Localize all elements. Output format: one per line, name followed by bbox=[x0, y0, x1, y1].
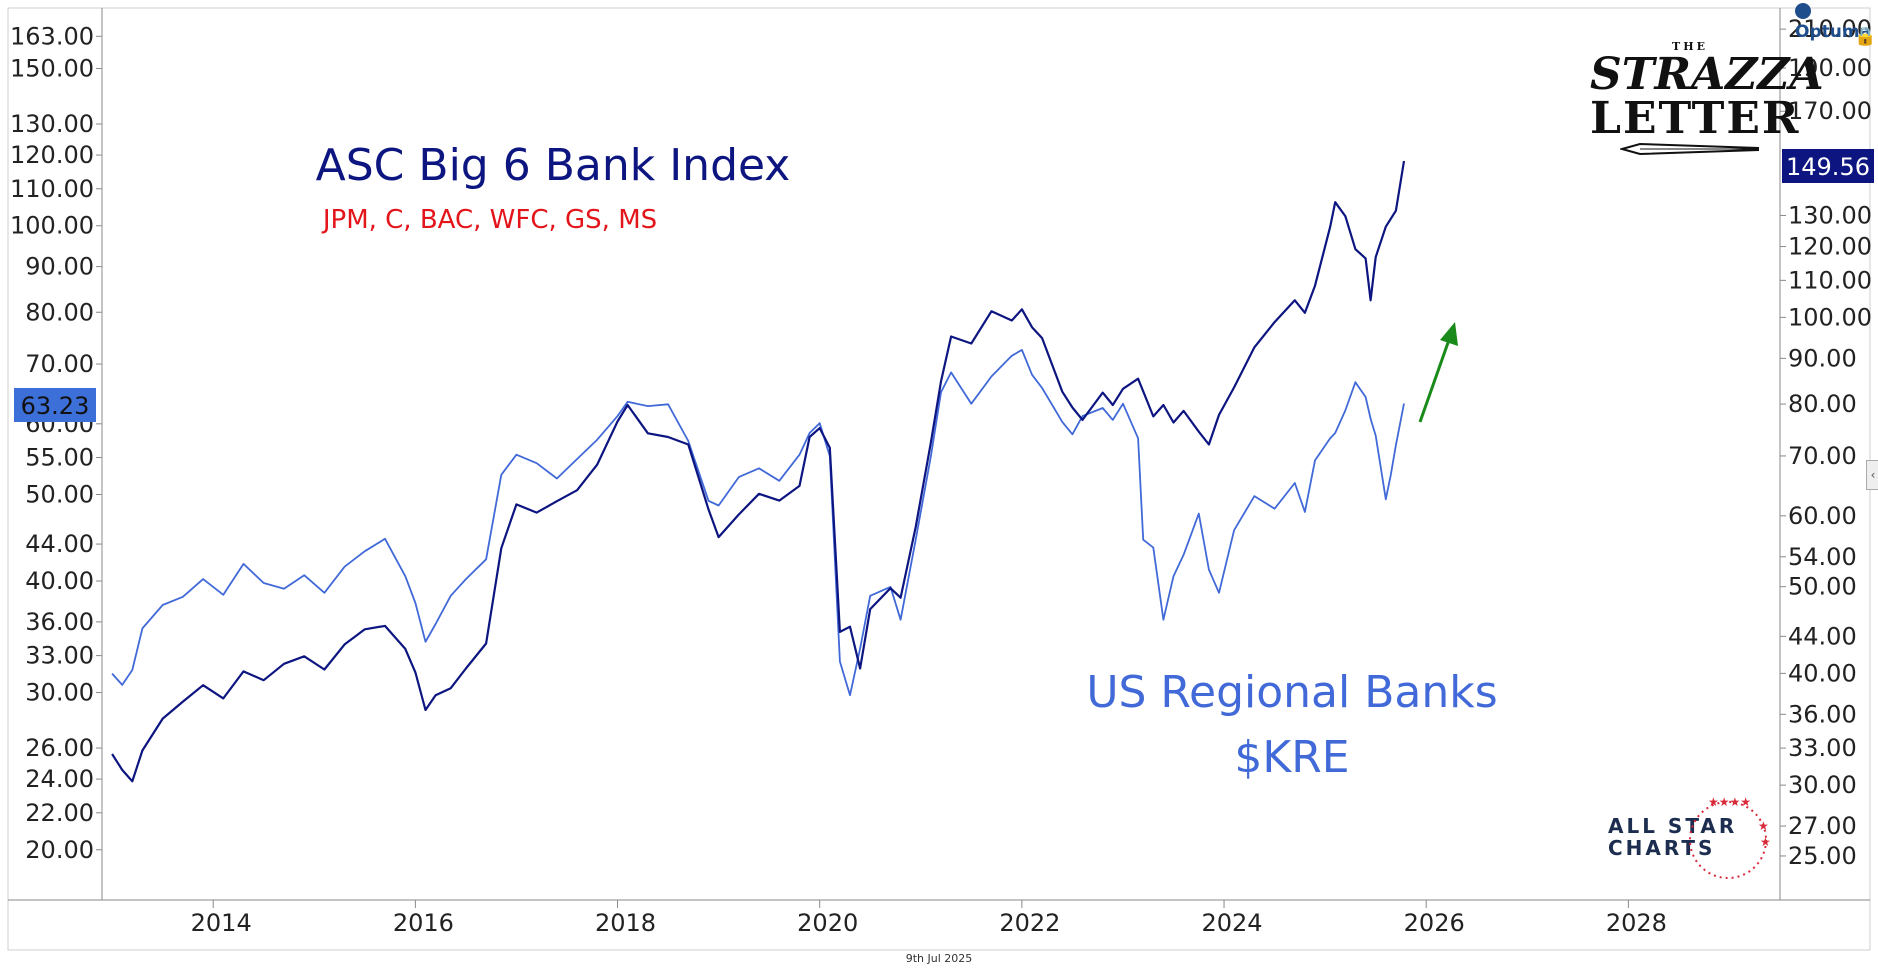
svg-text:★★★★: ★★★★ bbox=[1708, 795, 1751, 809]
left-tick-label: 100.00 bbox=[10, 212, 94, 240]
optuma-logo: Optuma bbox=[1795, 2, 1878, 42]
pen-icon bbox=[1618, 142, 1759, 156]
right-tick-label: 27.00 bbox=[1788, 812, 1857, 840]
right-tick-label: 40.00 bbox=[1788, 659, 1857, 687]
right-last-value-badge: 149.56 bbox=[1782, 149, 1874, 183]
chart-subtitle: JPM, C, BAC, WFC, GS, MS bbox=[321, 205, 657, 235]
x-tick-label: 2016 bbox=[393, 909, 454, 937]
left-tick-label: 163.00 bbox=[10, 22, 94, 50]
x-axis-ticks: 2014 2016 2018 2020 2022 2024 2026 2028 bbox=[191, 900, 1667, 937]
right-tick-label: 120.00 bbox=[1788, 233, 1872, 261]
left-axis-ticks: 163.00 150.00 130.00 120.00 110.00 100.00 90.0… bbox=[10, 22, 102, 864]
kre-label: US Regional Banks bbox=[1086, 667, 1497, 718]
left-tick-label: 40.00 bbox=[25, 567, 94, 595]
x-tick-label: 2020 bbox=[797, 909, 858, 937]
right-tick-label: 25.00 bbox=[1788, 842, 1857, 870]
left-last-value: 63.23 bbox=[21, 392, 90, 420]
x-tick-label: 2024 bbox=[1201, 909, 1262, 937]
left-tick-label: 26.00 bbox=[25, 734, 94, 762]
right-tick-label: 190.00 bbox=[1788, 54, 1872, 82]
chart-title: ASC Big 6 Bank Index bbox=[316, 140, 791, 191]
left-tick-label: 36.00 bbox=[25, 608, 94, 636]
right-tick-label: 100.00 bbox=[1788, 303, 1872, 331]
right-tick-label: 30.00 bbox=[1788, 771, 1857, 799]
right-tick-label: 130.00 bbox=[1788, 201, 1872, 229]
right-tick-label: 54.00 bbox=[1788, 543, 1857, 571]
svg-text:★: ★ bbox=[1760, 835, 1771, 849]
x-tick-label: 2026 bbox=[1404, 909, 1465, 937]
left-tick-label: 30.00 bbox=[25, 679, 94, 707]
series-line-big6 bbox=[111, 160, 1406, 783]
x-tick-label: 2028 bbox=[1606, 909, 1667, 937]
left-tick-label: 44.00 bbox=[25, 530, 94, 558]
right-tick-label: 44.00 bbox=[1788, 622, 1857, 650]
left-tick-label: 24.00 bbox=[25, 765, 94, 793]
series-layer bbox=[111, 160, 1406, 783]
left-tick-label: 80.00 bbox=[25, 298, 94, 326]
left-tick-label: 55.00 bbox=[25, 444, 94, 472]
chart-date-footer: 9th Jul 2025 bbox=[905, 952, 973, 965]
x-tick-label: 2014 bbox=[191, 909, 252, 937]
series-line-kre bbox=[111, 349, 1405, 697]
x-tick-label: 2018 bbox=[595, 909, 656, 937]
right-tick-label: 50.00 bbox=[1788, 573, 1857, 601]
kre-ticker-label: $KRE bbox=[1234, 732, 1349, 783]
right-axis-ticks: 210.00 190.00 170.00 130.00 120.00 110.00 100.… bbox=[1780, 15, 1872, 870]
left-tick-label: 150.00 bbox=[10, 55, 94, 83]
left-tick-label: 22.00 bbox=[25, 799, 94, 827]
left-tick-label: 70.00 bbox=[25, 350, 94, 378]
right-last-value: 149.56 bbox=[1786, 153, 1870, 181]
left-tick-label: 130.00 bbox=[10, 110, 94, 138]
right-tick-label: 60.00 bbox=[1788, 502, 1857, 530]
right-tick-label: 70.00 bbox=[1788, 442, 1857, 470]
right-tick-label: 80.00 bbox=[1788, 390, 1857, 418]
right-tick-label: 170.00 bbox=[1788, 97, 1872, 125]
arrow-up-right-icon bbox=[1418, 322, 1458, 423]
left-tick-label: 33.00 bbox=[25, 642, 94, 670]
all-star-charts-logo: ALL STAR CHARTS bbox=[1608, 814, 1738, 860]
svg-text:★: ★ bbox=[1758, 819, 1769, 833]
lock-icon[interactable]: 🔒 bbox=[1854, 26, 1877, 47]
left-tick-label: 20.00 bbox=[25, 836, 94, 864]
strazza-letter-logo: THE STRAZZA LETTER bbox=[1590, 40, 1824, 160]
right-tick-label: 210.00 bbox=[1788, 15, 1872, 43]
right-tick-label: 110.00 bbox=[1788, 266, 1872, 294]
left-tick-label: 120.00 bbox=[10, 141, 94, 169]
right-tick-label: 33.00 bbox=[1788, 734, 1857, 762]
left-tick-label: 110.00 bbox=[10, 175, 94, 203]
right-tick-label: 36.00 bbox=[1788, 700, 1857, 728]
left-last-value-badge: 63.23 bbox=[14, 388, 96, 422]
chevron-left-icon[interactable]: ‹ bbox=[1866, 460, 1878, 490]
left-tick-label: 50.00 bbox=[25, 480, 94, 508]
x-tick-label: 2022 bbox=[999, 909, 1060, 937]
right-tick-label: 90.00 bbox=[1788, 344, 1857, 372]
left-tick-label: 90.00 bbox=[25, 253, 94, 281]
star-ring-icon: ★★★★ ★ ★ bbox=[1689, 795, 1771, 879]
